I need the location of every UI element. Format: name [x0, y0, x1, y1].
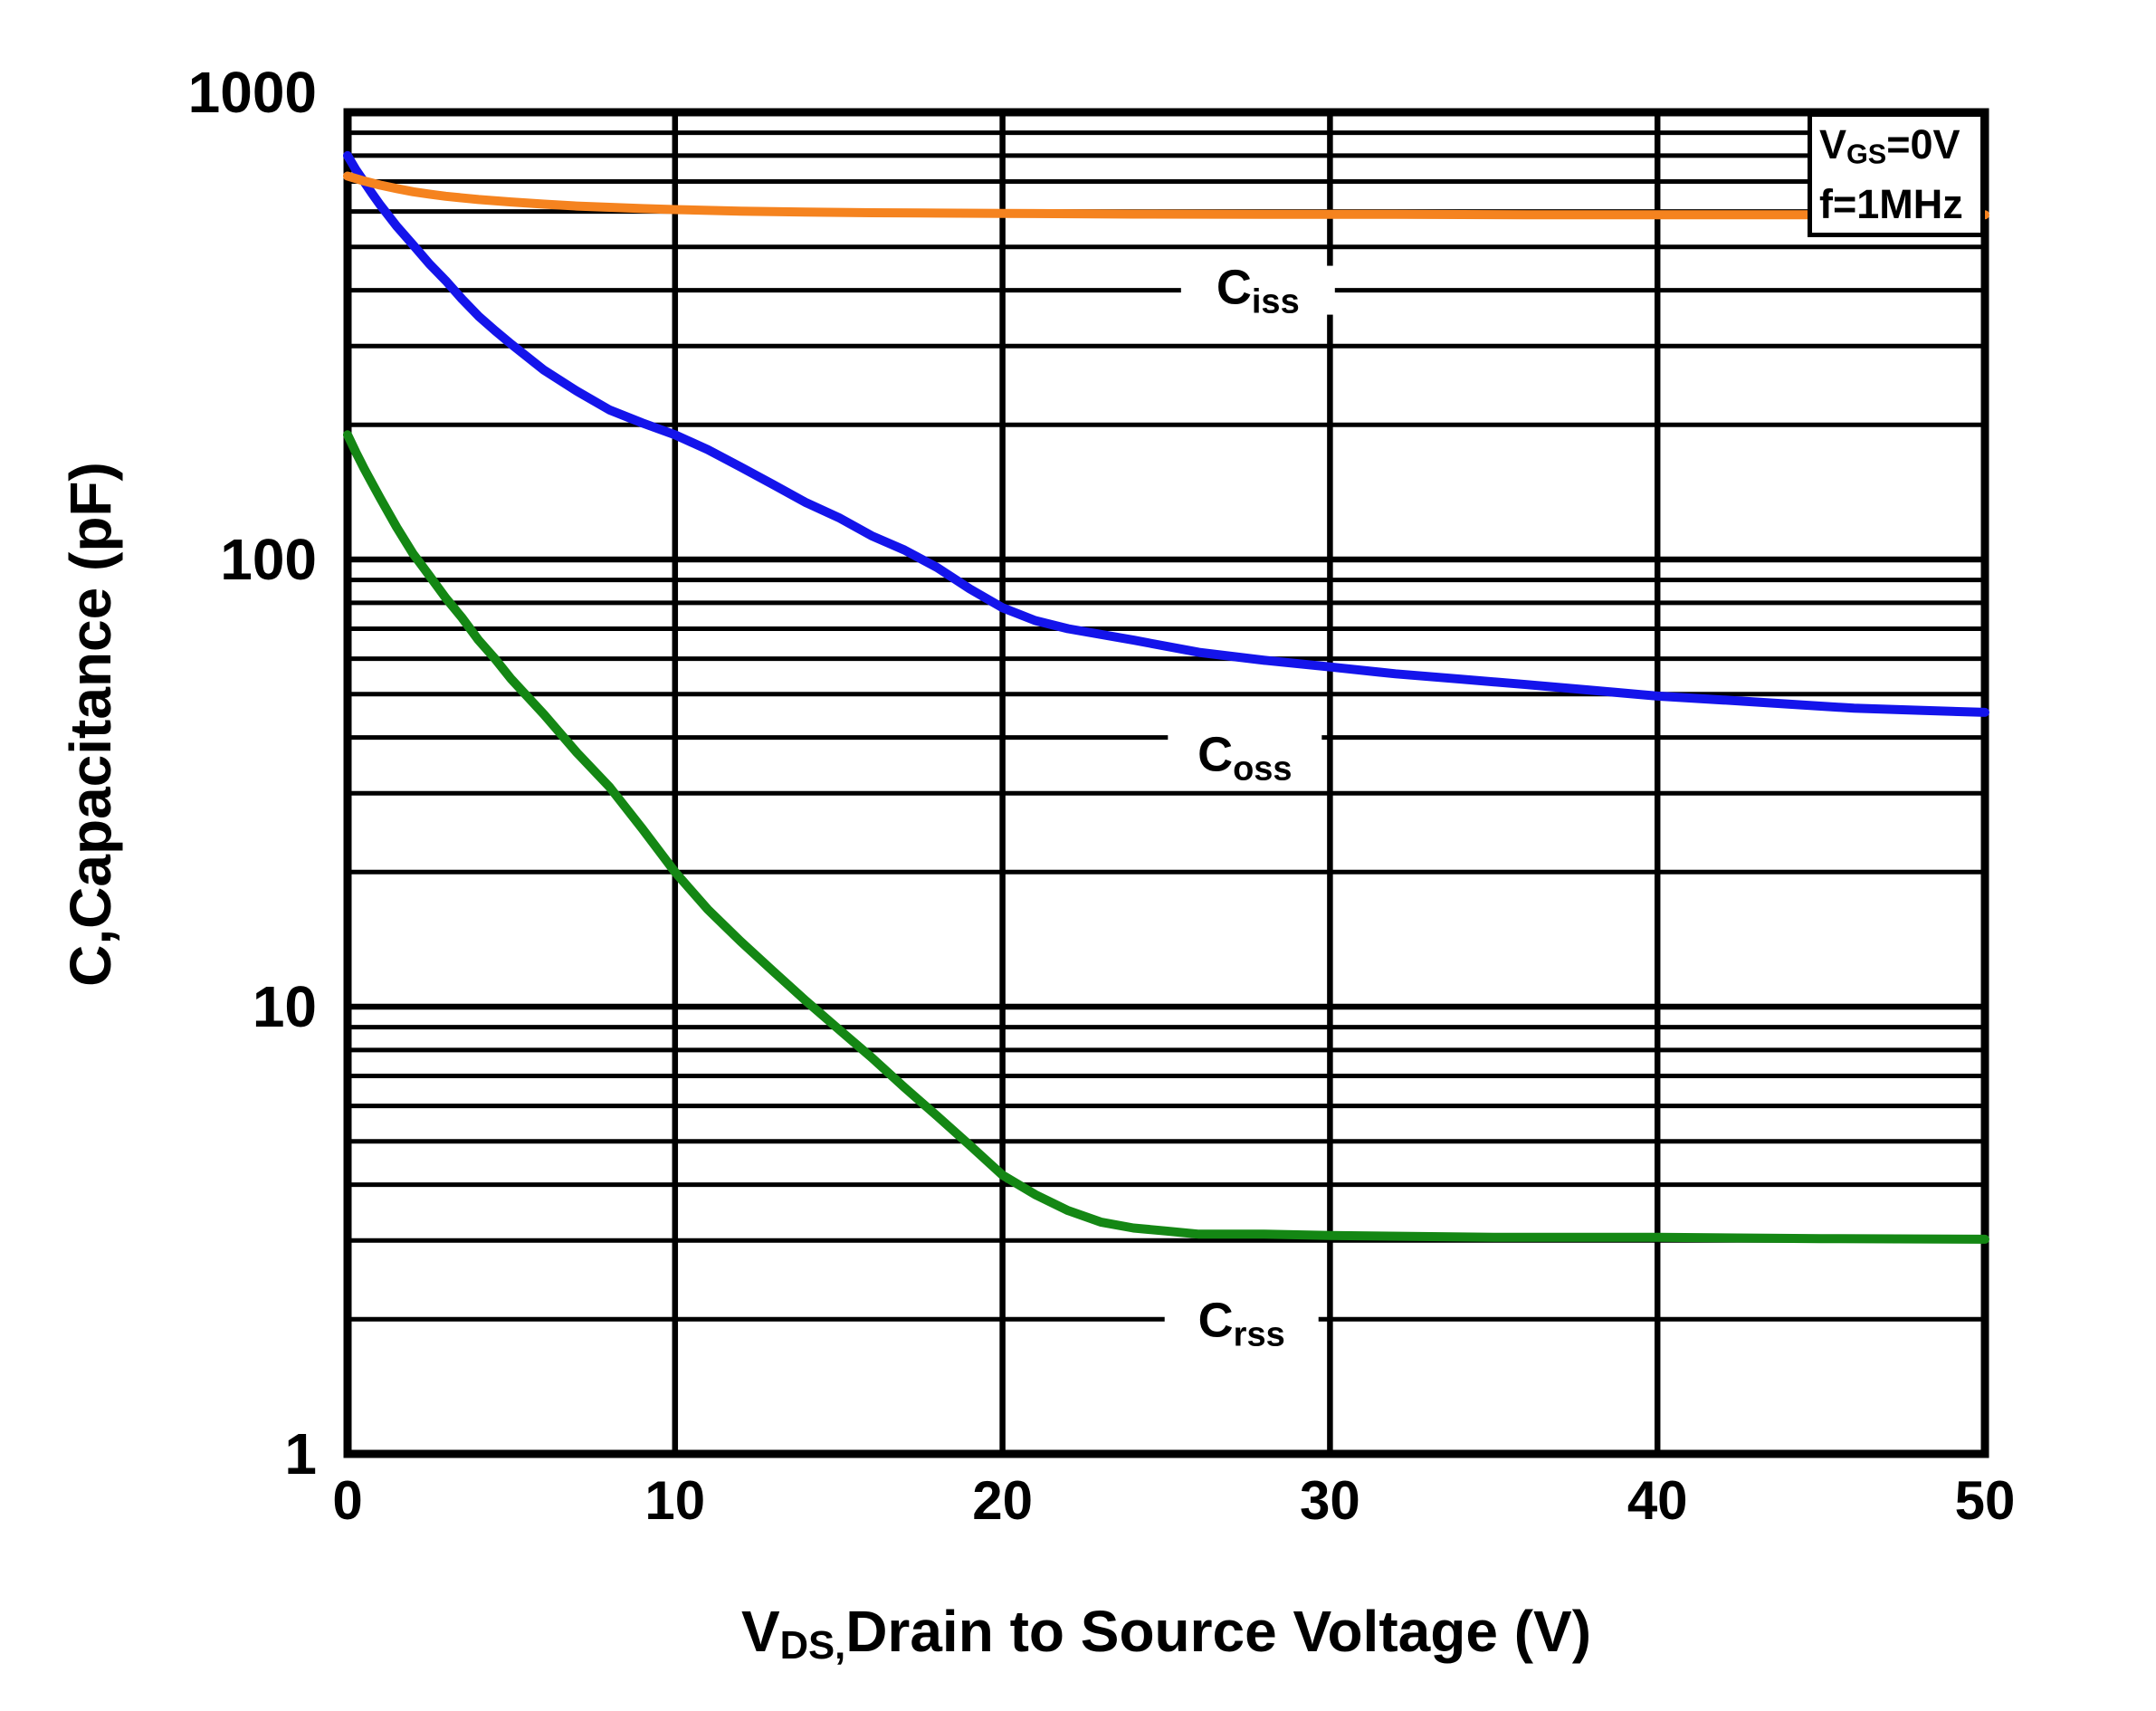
y-tick-label-1: 1 — [284, 1421, 317, 1486]
ciss-curve-label: Ciss — [1216, 261, 1300, 321]
x-tick-label-10: 10 — [644, 1470, 706, 1531]
coss-curve — [343, 150, 1989, 717]
crss-curve — [343, 430, 1989, 1244]
ciss-curve — [343, 171, 1989, 220]
x-tick-label-30: 30 — [1300, 1470, 1360, 1531]
x-axis-title-subscript: DS, — [779, 1623, 846, 1668]
y-axis-title: C,Capacitance (pF) — [58, 462, 123, 987]
plot-frame — [343, 108, 1989, 1458]
x-tick-label-40: 40 — [1627, 1470, 1688, 1531]
coss-curve-label: Coss — [1197, 728, 1292, 789]
ciss-label-background — [1180, 265, 1335, 315]
frequency-condition-label: f=1MHz — [1819, 181, 1963, 228]
y-tick-label-1000: 1000 — [187, 60, 317, 125]
x-tick-label-20: 20 — [972, 1470, 1033, 1531]
x-axis-title: VDS,Drain to Source Voltage (V) — [348, 1595, 1985, 1682]
crss-curve-label: Crss — [1198, 1293, 1285, 1353]
y-tick-label-10: 10 — [252, 974, 317, 1039]
test-conditions-box: VGS=0V f=1MHz — [1808, 112, 1985, 237]
vgs-condition-label: VGS=0V — [1819, 120, 1960, 170]
y-tick-label-100: 100 — [220, 527, 317, 592]
coss-label-background — [1168, 712, 1322, 762]
x-axis-title-main: V — [740, 1599, 780, 1664]
x-tick-label-0: 0 — [332, 1470, 363, 1531]
crss-label-background — [1164, 1295, 1319, 1344]
x-axis-title-rest: Drain to Source Voltage (V) — [845, 1599, 1592, 1664]
x-tick-label-50: 50 — [1954, 1470, 2016, 1531]
